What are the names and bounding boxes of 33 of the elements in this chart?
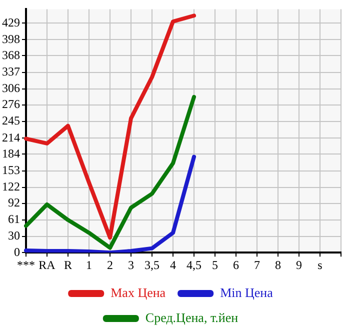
y-tick-label: 0 xyxy=(14,244,20,259)
y-tick-label: 122 xyxy=(2,179,20,194)
x-tick-label: 7 xyxy=(254,258,260,272)
x-tick-label: 4 xyxy=(170,258,176,272)
legend-label: Min Цена xyxy=(220,284,274,300)
x-tick-label: 2 xyxy=(107,258,113,272)
y-tick-label: 306 xyxy=(2,81,20,96)
legend-label: Сред.Цена, т.йен xyxy=(145,310,238,325)
x-tick-label: 5 xyxy=(212,258,218,272)
y-tick-label: 245 xyxy=(2,114,20,128)
x-tick-label: 9 xyxy=(296,258,302,272)
x-tick-label: 8 xyxy=(275,258,281,272)
y-tick-label: 337 xyxy=(2,64,20,78)
x-tick-label: *** xyxy=(17,258,35,272)
x-tick-label: 1 xyxy=(86,258,92,272)
x-tick-label: 6 xyxy=(233,258,239,272)
y-tick-label: 30 xyxy=(8,228,20,243)
y-tick-label: 61 xyxy=(8,212,20,226)
x-tick-label: s xyxy=(318,258,323,272)
x-tick-label: 4,5 xyxy=(186,258,202,272)
y-tick-label: 276 xyxy=(2,97,20,112)
y-tick-label: 92 xyxy=(8,196,20,210)
x-tick-label: 3,5 xyxy=(144,258,160,272)
y-tick-label: 398 xyxy=(2,32,20,46)
x-tick-label: RA xyxy=(38,258,56,272)
y-tick-label: 429 xyxy=(2,15,20,30)
legend-label: Max Цена xyxy=(110,284,166,300)
y-tick-label: 214 xyxy=(2,130,20,144)
x-tick-label: 3 xyxy=(128,258,134,272)
y-tick-label: 368 xyxy=(2,48,20,62)
y-tick-label: 153 xyxy=(2,162,20,177)
y-tick-label: 184 xyxy=(2,146,20,160)
x-tick-label: R xyxy=(64,258,72,272)
